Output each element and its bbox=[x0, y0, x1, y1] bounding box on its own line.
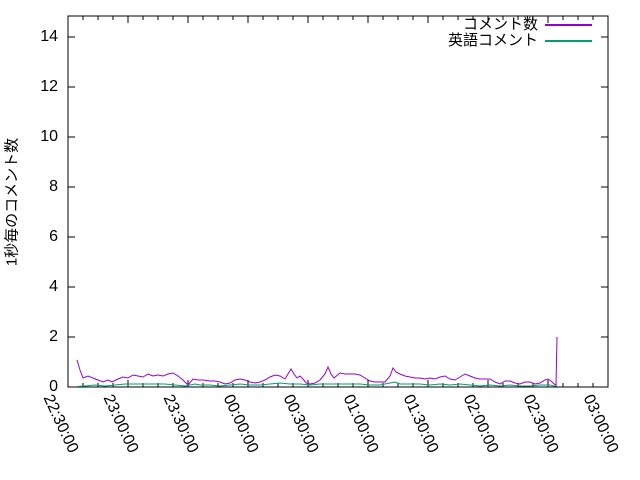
legend-item-label: コメント数 bbox=[462, 16, 538, 33]
english-comments-series-line bbox=[76, 381, 557, 387]
y-tick-label: 6 bbox=[49, 228, 58, 245]
legend-item: コメント数 bbox=[448, 17, 592, 33]
legend-item: 英語コメント bbox=[448, 33, 592, 49]
legend-line-swatch bbox=[545, 24, 592, 26]
y-tick-label: 2 bbox=[49, 328, 58, 345]
y-tick-label: 0 bbox=[49, 378, 58, 395]
legend-line-swatch bbox=[545, 40, 592, 42]
plot-border bbox=[67, 15, 609, 388]
legend-item-label: 英語コメント bbox=[447, 32, 538, 49]
y-tick-label: 12 bbox=[40, 78, 58, 95]
y-tick-label: 4 bbox=[49, 278, 58, 295]
chart-legend: コメント数 英語コメント bbox=[448, 17, 592, 49]
y-tick-label: 14 bbox=[40, 28, 58, 45]
comments-series-line bbox=[76, 336, 558, 386]
y-axis-title: 1秒毎のコメント数 bbox=[3, 137, 21, 267]
y-tick-label: 10 bbox=[40, 128, 58, 145]
y-tick-label: 8 bbox=[49, 178, 58, 195]
